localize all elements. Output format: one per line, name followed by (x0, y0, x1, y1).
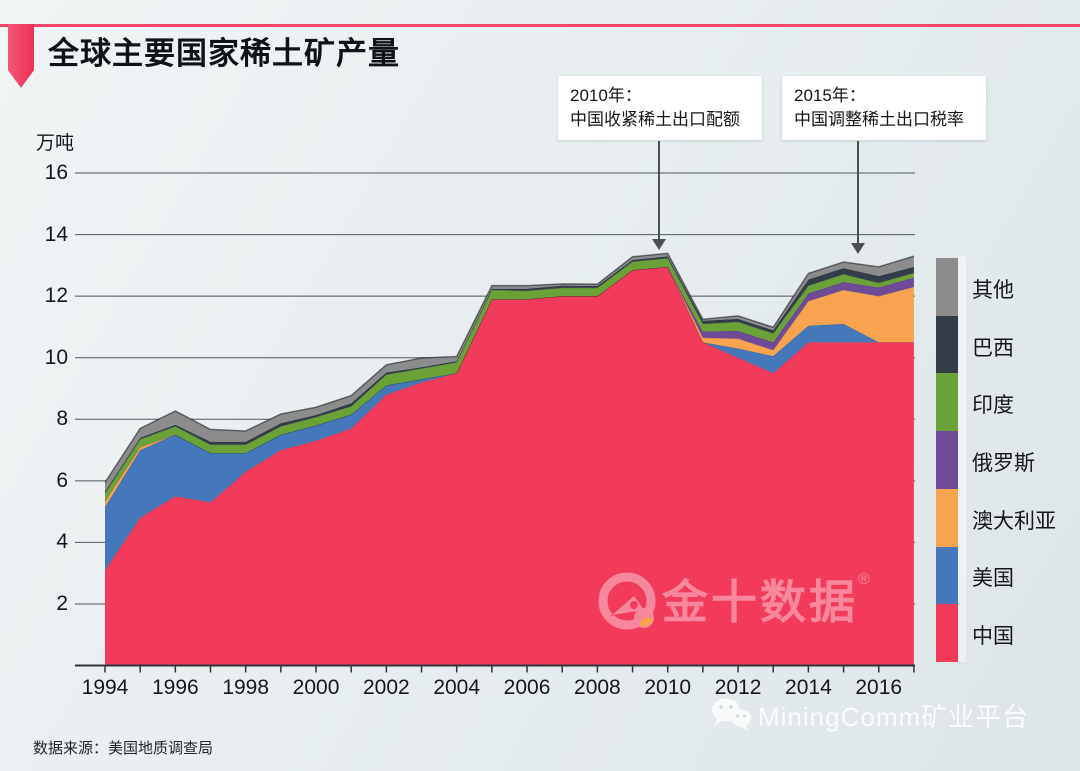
stack-top-outline (104, 252, 915, 483)
source-note: 数据来源：美国地质调查局 (33, 740, 214, 757)
y-tick-label-10: 10 (44, 345, 68, 369)
annotation-text-2015: 中国调整稀土出口税率 (794, 110, 964, 129)
y-tick-label-8: 8 (56, 407, 68, 431)
watermark-registered-mark: ® (858, 571, 870, 588)
legend-swatch-巴西 (936, 315, 958, 374)
x-tick-label-2008: 2008 (574, 676, 621, 699)
wechat-icon (712, 698, 751, 731)
x-tick-label-2004: 2004 (433, 676, 481, 699)
x-tick-label-2000: 2000 (292, 676, 340, 699)
legend-swatch-澳大利亚 (936, 488, 958, 547)
x-tick-label-1996: 1996 (151, 676, 199, 699)
legend-swatch-俄罗斯 (936, 431, 958, 490)
watermark-text: 金十数据 (662, 576, 858, 628)
area-band-印度 (105, 258, 914, 501)
y-tick-label-12: 12 (44, 284, 68, 308)
x-tick-label-2002: 2002 (363, 676, 410, 699)
platform-name: MiningComm矿业平台 (758, 701, 1030, 732)
legend-label-巴西: 巴西 (972, 336, 1014, 360)
annotation-year-2010: 2010年： (570, 86, 642, 105)
legend-label-中国: 中国 (972, 625, 1014, 649)
footer-platform: MiningComm矿业平台 (710, 696, 1029, 734)
annotation-text-2010: 中国收紧稀土出口配额 (570, 110, 740, 129)
x-tick-label-1998: 1998 (222, 676, 270, 699)
annotation-arrow-head-0 (652, 239, 666, 250)
area-band-俄罗斯 (105, 266, 914, 501)
x-tick-label-2012: 2012 (714, 676, 762, 699)
legend-swatch-印度 (936, 373, 958, 432)
annotation-box-2015: 2015年： 中国调整稀土出口税率 (782, 76, 986, 140)
y-tick-label-2: 2 (56, 591, 68, 615)
x-tick-label-2014: 2014 (785, 676, 832, 699)
annotation-year-2015: 2015年： (794, 86, 866, 105)
legend-label-印度: 印度 (972, 394, 1014, 418)
legend-swatch-美国 (936, 546, 958, 605)
x-tick-label-2006: 2006 (503, 676, 551, 699)
legend-swatch-其他 (936, 258, 958, 316)
y-tick-label-14: 14 (44, 222, 68, 246)
page-title: 全球主要国家稀土矿产量 (48, 36, 400, 71)
x-tick-label-1994: 1994 (81, 676, 129, 699)
legend-label-美国: 美国 (972, 567, 1014, 591)
watermark: 金十数据® (596, 570, 870, 636)
legend-label-澳大利亚: 澳大利亚 (972, 509, 1056, 533)
y-tick-label-4: 4 (56, 530, 68, 554)
y-tick-label-6: 6 (56, 468, 68, 492)
x-tick-label-2010: 2010 (644, 676, 692, 699)
legend-label-俄罗斯: 俄罗斯 (972, 451, 1035, 475)
y-tick-label-16: 16 (44, 161, 68, 185)
y-axis-unit-label: 万吨 (36, 133, 75, 154)
annotation-box-2010: 2010年： 中国收紧稀土出口配额 (558, 76, 762, 140)
jin10-logo-icon (598, 572, 656, 630)
legend-swatch-中国 (936, 604, 958, 663)
legend-label-其他: 其他 (972, 278, 1014, 302)
area-band-中国 (105, 266, 914, 666)
top-accent-line (0, 24, 1080, 27)
x-tick-label-2016: 2016 (855, 676, 903, 699)
legend-backdrop (958, 256, 966, 662)
annotation-arrow-head-1 (851, 243, 865, 254)
